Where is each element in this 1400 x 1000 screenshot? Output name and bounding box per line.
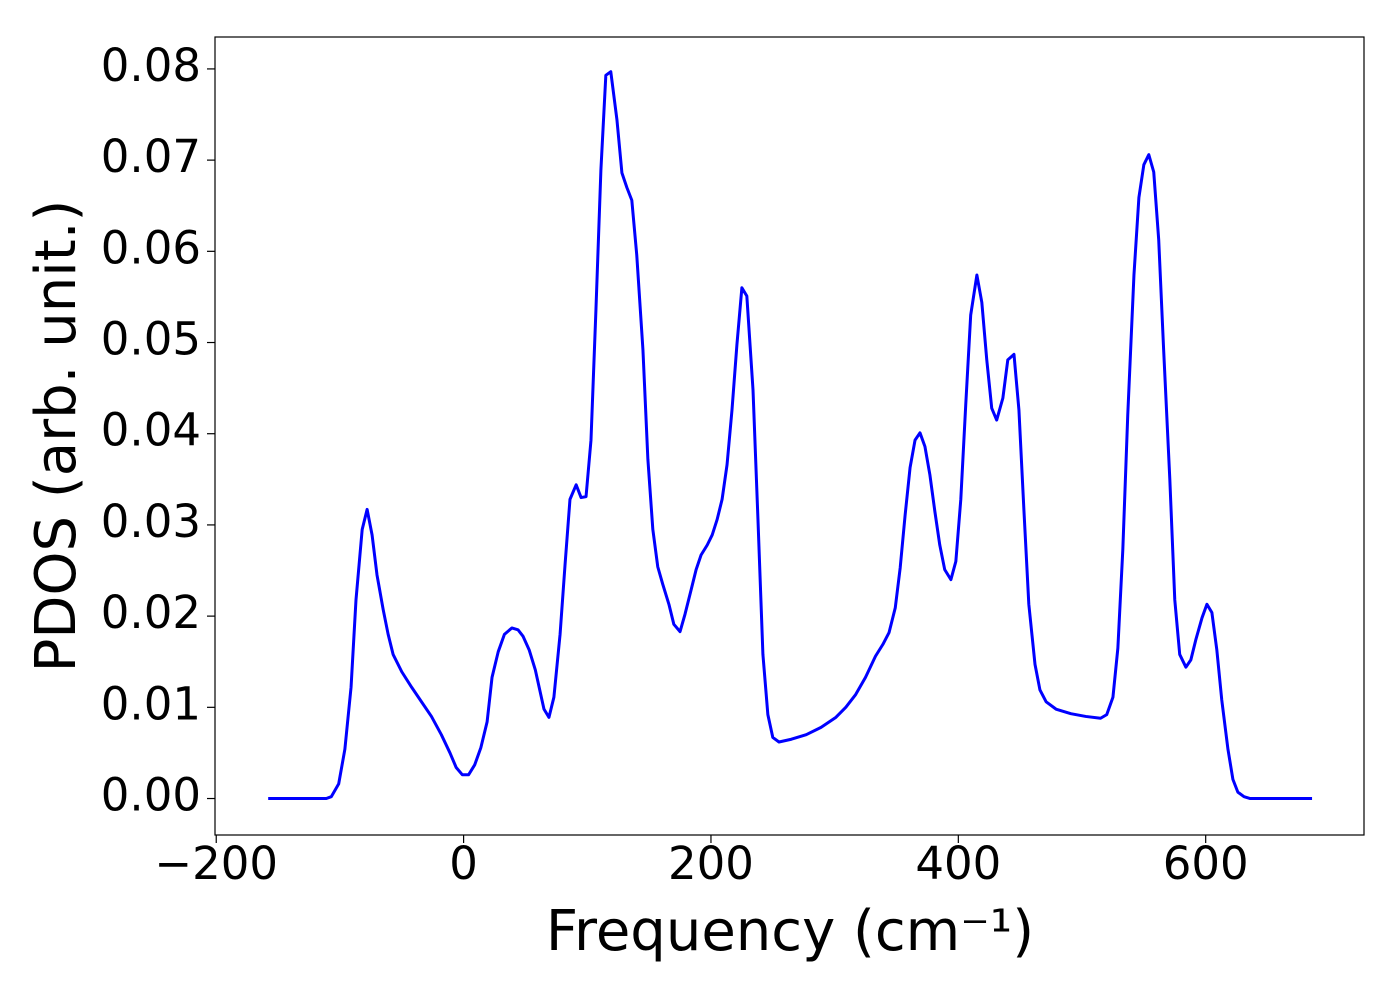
y-tick-label: 0.03	[101, 495, 201, 548]
data-line	[268, 70, 1313, 801]
x-tick-label: 600	[1163, 837, 1249, 890]
y-tick-label: 0.06	[101, 221, 201, 274]
y-tick-label: 0.07	[101, 130, 201, 183]
y-tick-label: 0.04	[101, 404, 201, 457]
y-tick-label: 0.02	[101, 586, 201, 639]
y-tick-label: 0.05	[101, 313, 201, 366]
x-tick-label: 0	[449, 837, 478, 890]
x-axis-label: Frequency (cm⁻¹)	[546, 899, 1034, 964]
y-tick-label: 0.00	[101, 769, 201, 822]
x-tick-label: 200	[668, 837, 754, 890]
plot-frame	[214, 36, 1365, 836]
y-tick-label: 0.01	[101, 677, 201, 730]
y-axis-label: PDOS (arb. unit.)	[24, 200, 89, 673]
x-tick-label: 400	[915, 837, 1001, 890]
y-tick-label: 0.08	[101, 39, 201, 92]
x-tick-label: −200	[154, 837, 278, 890]
